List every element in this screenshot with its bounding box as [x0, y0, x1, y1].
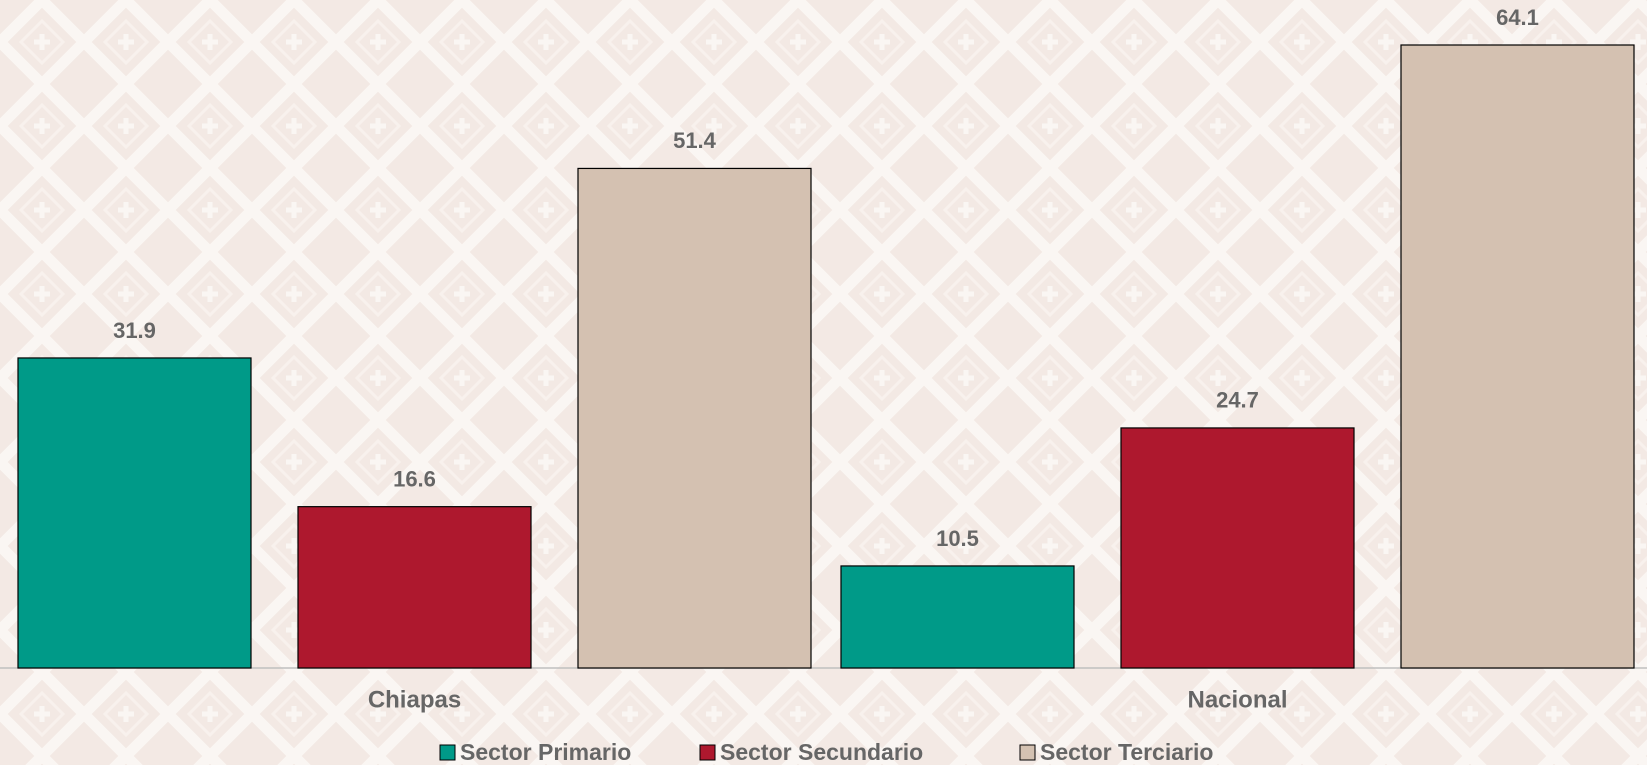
- bar: [297, 506, 532, 669]
- bar: [1400, 44, 1635, 669]
- legend-swatch: [439, 744, 456, 761]
- bar: [17, 357, 252, 669]
- legend-swatch: [1019, 744, 1036, 761]
- data-label: 51.4: [673, 128, 717, 153]
- x-tick-label: Chiapas: [368, 686, 461, 713]
- data-label: 16.6: [393, 466, 436, 491]
- data-label: 64.1: [1496, 5, 1539, 30]
- data-label: 24.7: [1216, 388, 1259, 413]
- legend-label: Sector Secundario: [720, 739, 923, 765]
- x-tick-label: Nacional: [1187, 686, 1287, 713]
- data-label: 10.5: [936, 526, 979, 551]
- bar: [1120, 427, 1355, 669]
- bar: [577, 167, 812, 669]
- bar: [840, 565, 1075, 669]
- legend-label: Sector Terciario: [1040, 739, 1213, 765]
- legend-label: Sector Primario: [460, 739, 631, 765]
- legend-swatch: [699, 744, 716, 761]
- data-label: 31.9: [113, 318, 156, 343]
